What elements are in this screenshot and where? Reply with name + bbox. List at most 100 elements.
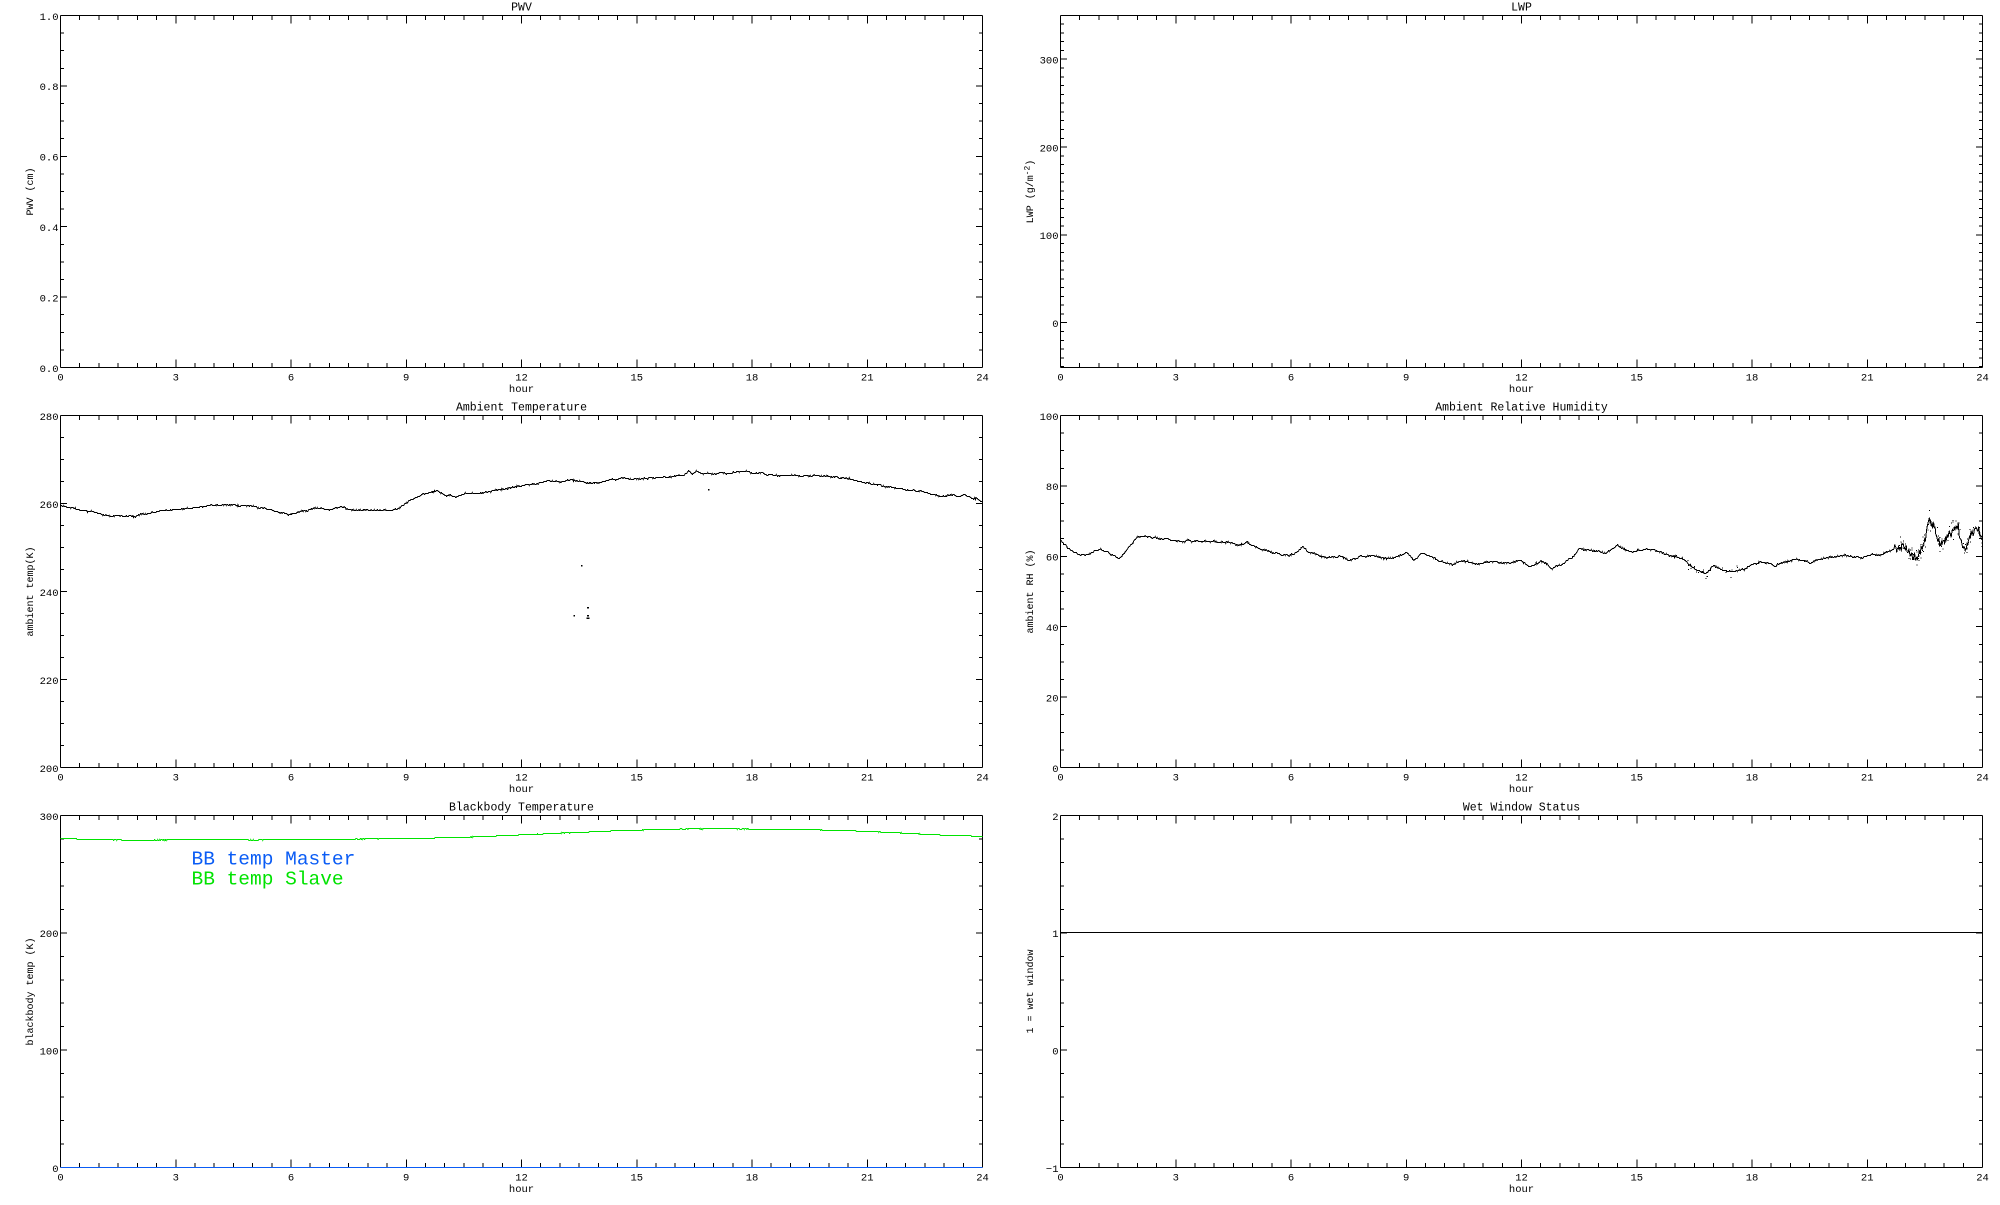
svg-text:21: 21	[1861, 1173, 1874, 1185]
svg-text:0: 0	[1052, 319, 1058, 331]
svg-text:200: 200	[40, 764, 59, 776]
svg-text:12: 12	[1515, 773, 1528, 785]
svg-text:hour: hour	[1509, 1184, 1534, 1196]
svg-text:9: 9	[1403, 1173, 1409, 1185]
svg-text:3: 3	[1173, 373, 1179, 385]
svg-text:ambient temp(K): ambient temp(K)	[25, 546, 37, 636]
svg-text:15: 15	[1630, 1173, 1643, 1185]
svg-text:100: 100	[1040, 231, 1059, 243]
svg-text:0.8: 0.8	[40, 82, 59, 94]
svg-text:300: 300	[40, 812, 59, 824]
svg-text:ambient RH (%): ambient RH (%)	[1025, 549, 1037, 633]
svg-text:260: 260	[40, 500, 59, 512]
svg-text:20: 20	[1046, 693, 1059, 705]
svg-text:LWP (g/m-2): LWP (g/m-2)	[1024, 160, 1038, 224]
svg-text:BB temp Master: BB temp Master	[192, 849, 356, 871]
svg-text:6: 6	[288, 773, 294, 785]
svg-text:1.0: 1.0	[40, 12, 59, 24]
svg-text:hour: hour	[1509, 384, 1534, 396]
svg-text:0: 0	[1057, 1173, 1063, 1185]
svg-text:12: 12	[1515, 373, 1528, 385]
svg-text:200: 200	[1040, 143, 1059, 155]
svg-text:3: 3	[173, 1173, 179, 1185]
svg-text:−1: −1	[1046, 1164, 1059, 1176]
svg-text:0: 0	[1052, 764, 1058, 776]
svg-text:300: 300	[1040, 56, 1059, 68]
svg-text:240: 240	[40, 588, 59, 600]
svg-text:Ambient Temperature: Ambient Temperature	[456, 402, 587, 415]
svg-text:0: 0	[57, 373, 63, 385]
svg-text:0.4: 0.4	[40, 223, 59, 235]
svg-text:24: 24	[976, 773, 989, 785]
svg-text:0: 0	[1057, 773, 1063, 785]
svg-text:0: 0	[57, 1173, 63, 1185]
svg-text:220: 220	[40, 676, 59, 688]
svg-text:12: 12	[515, 1173, 528, 1185]
svg-text:Ambient Relative Humidity: Ambient Relative Humidity	[1435, 402, 1608, 415]
svg-text:18: 18	[1746, 1173, 1759, 1185]
svg-text:24: 24	[976, 373, 989, 385]
svg-text:21: 21	[1861, 773, 1874, 785]
svg-text:18: 18	[1746, 773, 1759, 785]
svg-text:21: 21	[861, 1173, 874, 1185]
svg-text:Wet Window Status: Wet Window Status	[1463, 802, 1580, 815]
svg-text:24: 24	[976, 1173, 989, 1185]
svg-text:280: 280	[40, 412, 59, 424]
svg-text:0.2: 0.2	[40, 293, 59, 305]
svg-text:2: 2	[1052, 812, 1058, 824]
svg-text:24: 24	[1976, 773, 1989, 785]
svg-text:24: 24	[1976, 373, 1989, 385]
svg-text:3: 3	[173, 773, 179, 785]
svg-text:BB temp Slave: BB temp Slave	[192, 868, 344, 890]
svg-text:100: 100	[1040, 412, 1059, 424]
svg-text:0: 0	[57, 773, 63, 785]
svg-text:hour: hour	[509, 784, 534, 796]
svg-text:12: 12	[515, 373, 528, 385]
svg-text:LWP: LWP	[1511, 2, 1532, 15]
svg-text:6: 6	[1288, 773, 1294, 785]
svg-text:21: 21	[861, 373, 874, 385]
svg-text:100: 100	[40, 1047, 59, 1059]
svg-text:0.6: 0.6	[40, 153, 59, 165]
svg-text:6: 6	[288, 373, 294, 385]
svg-text:0.0: 0.0	[40, 364, 59, 376]
svg-text:9: 9	[403, 773, 409, 785]
svg-text:80: 80	[1046, 482, 1059, 494]
svg-text:12: 12	[1515, 1173, 1528, 1185]
svg-text:PWV (cm): PWV (cm)	[25, 167, 37, 215]
svg-text:21: 21	[861, 773, 874, 785]
svg-text:9: 9	[1403, 373, 1409, 385]
svg-text:0: 0	[52, 1164, 58, 1176]
svg-text:15: 15	[1630, 773, 1643, 785]
svg-text:3: 3	[173, 373, 179, 385]
svg-text:6: 6	[288, 1173, 294, 1185]
svg-text:hour: hour	[1509, 784, 1534, 796]
svg-text:15: 15	[630, 1173, 643, 1185]
svg-text:18: 18	[746, 373, 759, 385]
svg-text:6: 6	[1288, 373, 1294, 385]
svg-text:18: 18	[746, 773, 759, 785]
svg-text:1 = wet window: 1 = wet window	[1025, 949, 1037, 1033]
svg-text:15: 15	[630, 773, 643, 785]
svg-text:40: 40	[1046, 623, 1059, 635]
svg-text:12: 12	[515, 773, 528, 785]
svg-text:1: 1	[1052, 929, 1058, 941]
svg-text:15: 15	[1630, 373, 1643, 385]
svg-text:0: 0	[1052, 1047, 1058, 1059]
svg-text:Blackbody Temperature: Blackbody Temperature	[449, 802, 594, 815]
svg-text:0: 0	[1057, 373, 1063, 385]
svg-text:21: 21	[1861, 373, 1874, 385]
svg-text:18: 18	[1746, 373, 1759, 385]
svg-text:24: 24	[1976, 1173, 1989, 1185]
svg-text:blackbody temp (K): blackbody temp (K)	[25, 937, 37, 1045]
svg-text:60: 60	[1046, 553, 1059, 565]
svg-text:18: 18	[746, 1173, 759, 1185]
svg-text:PWV: PWV	[511, 2, 532, 15]
svg-text:9: 9	[403, 373, 409, 385]
svg-text:6: 6	[1288, 1173, 1294, 1185]
svg-text:3: 3	[1173, 1173, 1179, 1185]
svg-text:3: 3	[1173, 773, 1179, 785]
svg-text:200: 200	[40, 929, 59, 941]
svg-text:9: 9	[1403, 773, 1409, 785]
svg-text:9: 9	[403, 1173, 409, 1185]
